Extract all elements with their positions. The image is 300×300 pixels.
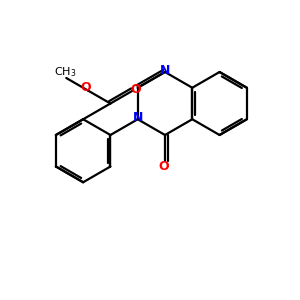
Text: O: O <box>131 83 141 96</box>
Text: O: O <box>158 160 169 173</box>
Text: O: O <box>80 81 91 94</box>
Text: N: N <box>133 111 143 124</box>
Text: CH$_3$: CH$_3$ <box>53 65 76 79</box>
Text: N: N <box>160 64 170 77</box>
